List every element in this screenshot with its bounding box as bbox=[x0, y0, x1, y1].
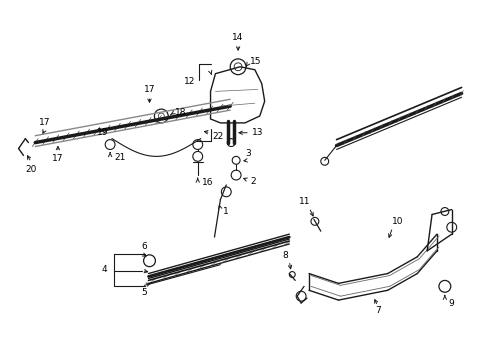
Text: 10: 10 bbox=[391, 217, 403, 226]
Text: 9: 9 bbox=[447, 298, 453, 307]
Text: 2: 2 bbox=[249, 177, 255, 186]
Text: 6: 6 bbox=[142, 242, 147, 251]
Text: 8: 8 bbox=[282, 251, 287, 260]
Text: 18: 18 bbox=[175, 108, 186, 117]
Text: 1: 1 bbox=[223, 207, 229, 216]
Text: 7: 7 bbox=[374, 306, 380, 315]
Text: 21: 21 bbox=[114, 153, 125, 162]
Text: 17: 17 bbox=[143, 85, 155, 94]
Text: 17: 17 bbox=[40, 118, 51, 127]
Text: 22: 22 bbox=[212, 132, 224, 141]
Text: 14: 14 bbox=[232, 33, 244, 42]
Text: 20: 20 bbox=[25, 165, 37, 174]
Text: 19: 19 bbox=[96, 128, 108, 137]
Text: 11: 11 bbox=[299, 197, 310, 206]
Text: 3: 3 bbox=[244, 149, 250, 158]
Text: 4: 4 bbox=[101, 265, 107, 274]
Text: 12: 12 bbox=[184, 77, 195, 86]
Text: 16: 16 bbox=[202, 179, 213, 188]
Text: 5: 5 bbox=[142, 288, 147, 297]
Text: 13: 13 bbox=[251, 128, 263, 137]
Text: 15: 15 bbox=[249, 57, 261, 66]
Text: 17: 17 bbox=[52, 154, 63, 163]
